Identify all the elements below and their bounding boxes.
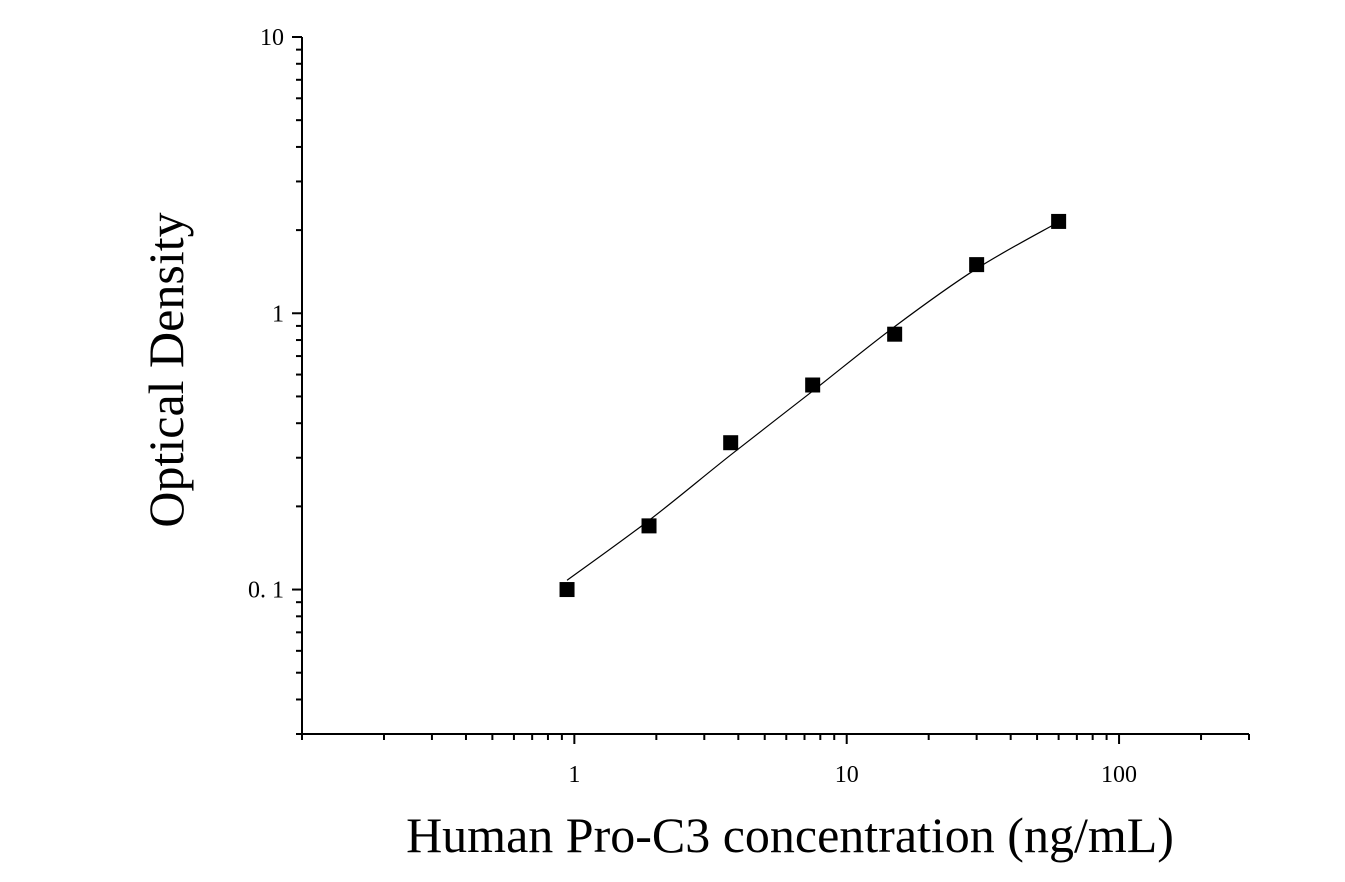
data-point [641,518,657,534]
fit-curve [566,221,1059,581]
fit-curve-layer [566,221,1059,581]
data-point [969,257,985,273]
x-tick-label: 1 [568,762,580,788]
data-point [559,582,575,598]
data-points-layer [559,213,1067,598]
data-point [805,377,821,393]
data-point [887,326,903,342]
x-tick-label: 100 [1101,762,1137,788]
y-tick-label: 0. 1 [248,578,284,604]
axes: 1 10 100 0. 1 1 10 [248,25,1250,788]
data-point [1051,213,1067,229]
x-tick-label: 10 [835,762,859,788]
y-tick-label: 1 [272,301,284,327]
y-axis-title: Optical Density [138,212,194,527]
x-axis-title: Human Pro-C3 concentration (ng/mL) [406,807,1174,863]
y-tick-label: 10 [260,25,284,51]
data-point [723,435,739,451]
